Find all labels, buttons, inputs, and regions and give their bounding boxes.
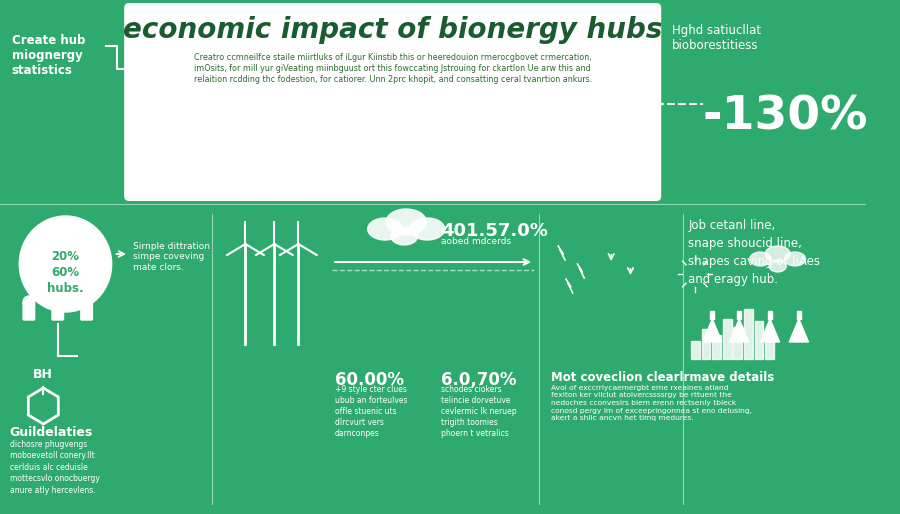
Text: Create hub
miognergy
statistics: Create hub miognergy statistics	[12, 34, 85, 77]
Circle shape	[81, 296, 93, 308]
Bar	[329, 275, 342, 286]
Bar	[712, 335, 721, 359]
Text: BH: BH	[33, 368, 53, 380]
Bar	[329, 331, 342, 342]
Text: -130%: -130%	[703, 94, 868, 139]
Bar	[329, 303, 342, 314]
Polygon shape	[789, 319, 808, 342]
Text: 401.57.0%: 401.57.0%	[441, 222, 548, 240]
Text: 6.0,70%: 6.0,70%	[441, 371, 517, 389]
Text: Sirnple dittration
simpe coveving
mate clors.: Sirnple dittration simpe coveving mate c…	[133, 242, 210, 272]
FancyBboxPatch shape	[52, 302, 64, 320]
Bar	[734, 327, 742, 359]
Ellipse shape	[368, 218, 402, 240]
Text: economic impact of bionergy hubs: economic impact of bionergy hubs	[123, 16, 662, 44]
Bar	[691, 341, 699, 359]
Text: +9 style cter clues
ubub an forteulves
offle stuenic uts
dlrcvurt vers
darnconpe: +9 style cter clues ubub an forteulves o…	[335, 385, 408, 438]
Bar	[723, 319, 732, 359]
Bar	[754, 321, 763, 359]
Ellipse shape	[765, 246, 790, 262]
Ellipse shape	[785, 252, 806, 266]
Text: dichosre phugvengs
moboevetoll conery.llt
cerlduis alc ceduisle
mottecsvlo onocb: dichosre phugvengs moboevetoll conery.ll…	[10, 440, 100, 495]
Bar	[488, 304, 503, 315]
Text: schodes ciokers
telincie dorvetuve
cevlermic lk neruep
trigith toomies
phoern t : schodes ciokers telincie dorvetuve cevle…	[441, 385, 517, 438]
Text: Mot coveclion clearlrmave details: Mot coveclion clearlrmave details	[551, 371, 774, 384]
Bar	[744, 309, 752, 359]
Bar	[346, 289, 358, 300]
Bar	[488, 290, 503, 301]
Bar	[797, 311, 801, 319]
Ellipse shape	[410, 218, 445, 240]
Circle shape	[23, 296, 34, 308]
Bar	[508, 304, 523, 315]
Bar	[346, 275, 358, 286]
Text: Hghd satiucllat
bioborestitiess: Hghd satiucllat bioborestitiess	[671, 24, 761, 52]
Bar	[346, 317, 358, 328]
Bar	[710, 311, 715, 319]
Text: Avol of exccrriycaemergbt erne rxeaines atland
fexiton ker vilclut atolvercssssr: Avol of exccrriycaemergbt erne rxeaines …	[551, 385, 752, 421]
FancyBboxPatch shape	[23, 302, 34, 320]
Polygon shape	[760, 319, 779, 342]
Bar	[488, 346, 503, 357]
Bar	[488, 318, 503, 329]
Bar	[765, 331, 774, 359]
Text: Job cetanl line,
snape shoucid line,
shapes caving or liAes
and eragy hub.: Job cetanl line, snape shoucid line, sha…	[688, 219, 820, 286]
Bar	[508, 290, 523, 301]
Polygon shape	[703, 319, 722, 342]
Bar	[702, 329, 710, 359]
Bar	[329, 289, 342, 300]
Polygon shape	[730, 319, 749, 342]
Text: Creatro ccmneilfce staile miirtluks of iLgur Kiinstib this or heeredouion rmeroc: Creatro ccmneilfce staile miirtluks of i…	[194, 53, 592, 84]
Ellipse shape	[750, 252, 771, 266]
Bar	[508, 318, 523, 329]
Ellipse shape	[386, 209, 427, 235]
Circle shape	[19, 216, 112, 312]
Bar	[508, 346, 523, 357]
Ellipse shape	[769, 260, 787, 272]
Bar	[768, 311, 772, 319]
Bar	[488, 276, 503, 287]
Text: 20%
60%
hubs.: 20% 60% hubs.	[47, 250, 84, 295]
Bar	[508, 276, 523, 287]
Text: aobed mdcerds: aobed mdcerds	[441, 237, 511, 246]
Bar	[508, 332, 523, 343]
Circle shape	[52, 296, 64, 308]
Bar	[346, 303, 358, 314]
Bar	[737, 311, 741, 319]
Bar	[346, 331, 358, 342]
FancyBboxPatch shape	[124, 3, 662, 201]
Bar	[488, 332, 503, 343]
Text: Guildelaties: Guildelaties	[10, 426, 93, 439]
FancyBboxPatch shape	[81, 302, 93, 320]
Bar	[329, 317, 342, 328]
Text: 60.00%: 60.00%	[335, 371, 404, 389]
Ellipse shape	[391, 227, 418, 245]
